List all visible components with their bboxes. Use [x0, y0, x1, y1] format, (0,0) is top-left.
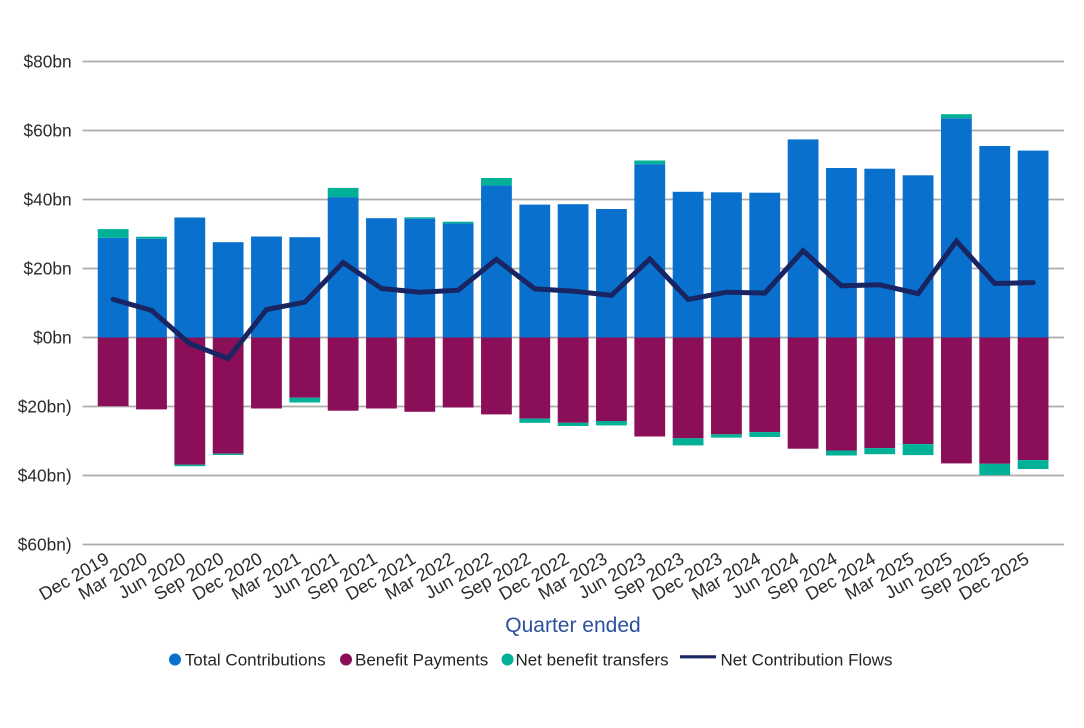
svg-text:$80bn: $80bn [24, 51, 72, 71]
svg-text:Net benefit transfers: Net benefit transfers [516, 651, 669, 670]
svg-text:$40bn): $40bn) [18, 465, 72, 485]
svg-text:Net Contribution Flows: Net Contribution Flows [721, 651, 893, 670]
svg-text:$0bn: $0bn [33, 327, 71, 347]
svg-text:Total Contributions: Total Contributions [185, 651, 326, 670]
svg-text:$20bn): $20bn) [18, 396, 72, 416]
svg-text:Quarter ended: Quarter ended [505, 614, 640, 637]
svg-text:Benefit Payments: Benefit Payments [355, 651, 488, 670]
svg-text:$60bn: $60bn [24, 120, 72, 140]
svg-text:$20bn: $20bn [24, 258, 72, 278]
svg-text:$60bn): $60bn) [18, 534, 72, 554]
svg-text:$40bn: $40bn [24, 189, 72, 209]
